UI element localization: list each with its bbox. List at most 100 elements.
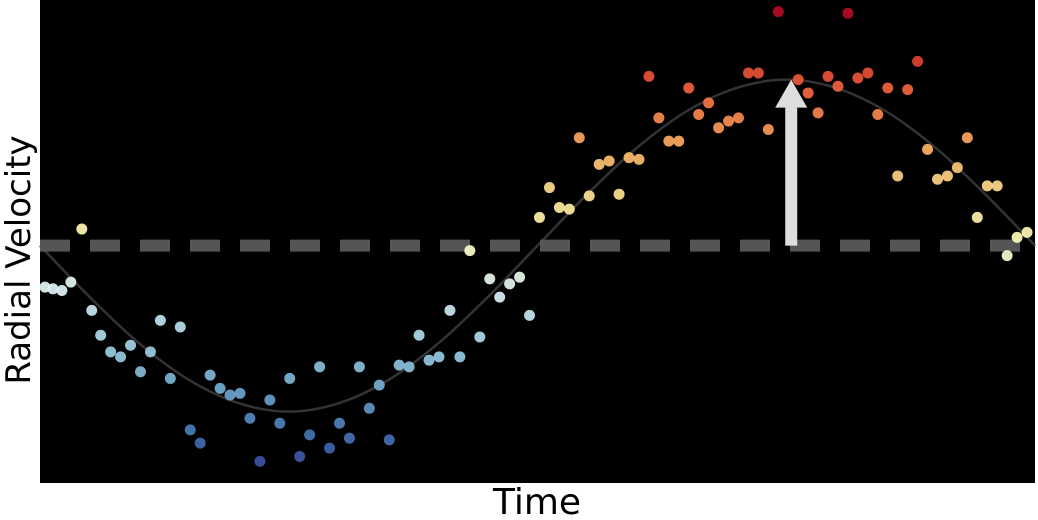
data-point bbox=[832, 80, 844, 92]
data-point bbox=[533, 211, 545, 223]
data-point bbox=[603, 155, 615, 167]
data-point bbox=[693, 109, 705, 121]
data-point bbox=[862, 67, 874, 79]
data-point bbox=[353, 361, 365, 373]
data-point bbox=[373, 379, 385, 391]
data-point bbox=[65, 276, 77, 288]
data-point bbox=[234, 387, 246, 399]
data-point bbox=[971, 211, 983, 223]
data-point bbox=[643, 70, 655, 82]
data-point bbox=[941, 170, 953, 182]
data-point bbox=[1001, 250, 1013, 262]
data-point bbox=[981, 180, 993, 192]
data-point bbox=[343, 432, 355, 444]
data-point bbox=[703, 97, 715, 109]
data-point bbox=[742, 67, 754, 79]
data-point bbox=[95, 329, 107, 341]
data-point bbox=[304, 429, 316, 441]
data-point bbox=[842, 7, 854, 19]
data-point bbox=[164, 372, 176, 384]
data-point bbox=[294, 450, 306, 462]
data-point bbox=[105, 346, 117, 358]
plot-area bbox=[40, 0, 1035, 483]
data-point bbox=[86, 304, 98, 316]
data-point bbox=[363, 402, 375, 414]
data-point bbox=[812, 107, 824, 119]
data-point bbox=[882, 82, 894, 94]
data-point bbox=[76, 223, 88, 235]
data-point bbox=[713, 122, 725, 134]
data-point bbox=[931, 173, 943, 185]
data-point bbox=[1011, 231, 1023, 243]
data-point bbox=[214, 382, 226, 394]
data-point bbox=[454, 351, 466, 363]
data-point bbox=[284, 372, 296, 384]
data-point bbox=[1021, 226, 1033, 238]
data-point bbox=[613, 188, 625, 200]
y-axis-label: Radial Velocity bbox=[0, 135, 39, 384]
data-point bbox=[314, 361, 326, 373]
data-point bbox=[514, 271, 526, 283]
data-point bbox=[912, 55, 924, 67]
data-point bbox=[583, 190, 595, 202]
data-point bbox=[892, 170, 904, 182]
data-point bbox=[134, 366, 146, 378]
data-point bbox=[274, 417, 286, 429]
data-point bbox=[991, 180, 1003, 192]
arrow-head bbox=[775, 79, 808, 108]
data-point bbox=[573, 132, 585, 144]
data-point bbox=[144, 346, 156, 358]
data-point bbox=[752, 67, 764, 79]
data-point bbox=[47, 283, 59, 295]
data-point bbox=[244, 412, 256, 424]
data-point bbox=[433, 351, 445, 363]
data-point bbox=[333, 417, 345, 429]
data-point bbox=[204, 369, 216, 381]
data-point bbox=[822, 70, 834, 82]
data-point bbox=[403, 361, 415, 373]
data-point bbox=[723, 115, 735, 127]
data-point bbox=[324, 442, 336, 454]
data-point bbox=[494, 291, 506, 303]
x-axis-label: Time bbox=[492, 482, 581, 520]
data-point bbox=[194, 437, 206, 449]
fit-curve bbox=[39, 78, 1036, 413]
data-point bbox=[623, 152, 635, 164]
data-point bbox=[224, 389, 236, 401]
data-point bbox=[543, 182, 555, 194]
data-point bbox=[951, 162, 963, 174]
arrow-shaft bbox=[785, 105, 798, 246]
data-point bbox=[792, 74, 804, 86]
data-point bbox=[264, 394, 276, 406]
data-point bbox=[184, 424, 196, 436]
data-point bbox=[413, 329, 425, 341]
data-point bbox=[762, 123, 774, 135]
plot-layer bbox=[39, 6, 1036, 467]
data-point bbox=[663, 135, 675, 147]
data-point bbox=[872, 109, 884, 121]
data-point bbox=[393, 359, 405, 371]
data-point bbox=[961, 132, 973, 144]
data-point bbox=[444, 304, 456, 316]
data-point bbox=[802, 87, 814, 99]
data-point bbox=[633, 153, 645, 165]
data-point bbox=[115, 351, 127, 363]
data-point bbox=[922, 143, 934, 155]
data-point bbox=[474, 331, 486, 343]
data-point bbox=[772, 6, 784, 18]
data-point bbox=[125, 339, 137, 351]
data-point bbox=[553, 201, 565, 213]
data-point bbox=[383, 434, 395, 446]
data-point bbox=[653, 112, 665, 124]
data-point bbox=[524, 309, 536, 321]
data-point bbox=[673, 135, 685, 147]
data-point bbox=[683, 82, 695, 94]
data-point bbox=[174, 321, 186, 333]
data-point bbox=[563, 203, 575, 215]
data-point bbox=[504, 278, 516, 290]
data-point bbox=[254, 455, 266, 467]
data-point bbox=[732, 112, 744, 124]
data-point bbox=[852, 72, 864, 84]
